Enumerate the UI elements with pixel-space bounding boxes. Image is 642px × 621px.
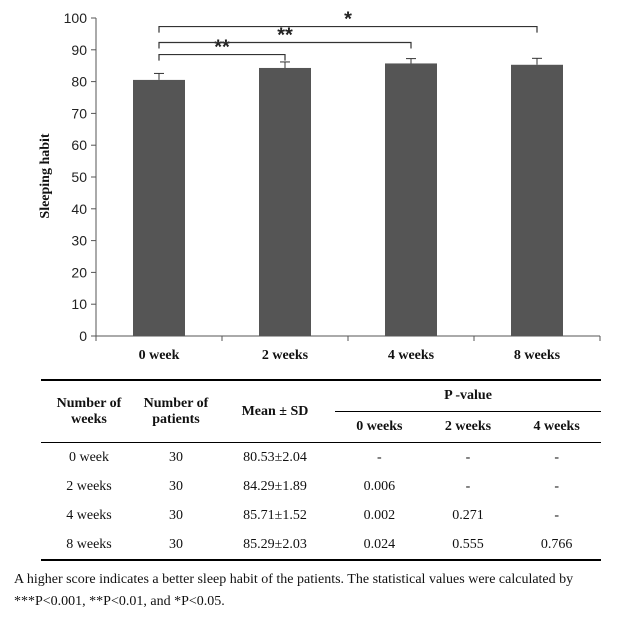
cell-mean: 85.71±1.52 <box>243 507 307 523</box>
cell-weeks: 4 weeks <box>66 507 112 523</box>
header-patients-line2: patients <box>152 411 200 427</box>
bracket-line <box>158 41 412 49</box>
cell-patients: 30 <box>137 530 215 561</box>
cell-mean: 80.53±2.04 <box>243 449 307 465</box>
x-tick-label: 0 week <box>139 348 180 363</box>
cell-p-0: 0.002 <box>363 507 396 523</box>
cell-p-0: - <box>376 449 382 465</box>
cell-mean: 85.29±2.03 <box>215 530 335 561</box>
y-axis: 0 10 20 30 40 50 60 70 80 90 100 <box>64 10 97 344</box>
cell-mean: 84.29±1.89 <box>243 478 307 494</box>
significance-brackets: ***** <box>158 9 538 61</box>
error-bar <box>280 61 290 68</box>
table-body: 0 week 30 80.53±2.04 - - - 2 weeks 30 84… <box>41 442 601 561</box>
bars <box>133 63 563 337</box>
bar <box>511 64 563 336</box>
cell-patients: 30 <box>169 449 183 465</box>
error-bar <box>532 57 542 65</box>
table-row: 8 weeks 30 85.29±2.03 0.024 0.555 0.766 <box>41 530 601 561</box>
x-tick-label: 8 weeks <box>514 348 561 363</box>
cell-p-0: 0.024 <box>335 530 424 561</box>
cell-p-4: - <box>554 507 559 523</box>
cell-p-2: 0.271 <box>452 507 484 523</box>
error-bar <box>406 58 416 64</box>
statistics-table: Number of weeks Number of patients Mean … <box>41 379 601 561</box>
bracket-line <box>158 25 538 33</box>
bar <box>259 67 311 337</box>
y-tick-label: 100 <box>64 10 88 26</box>
cell-weeks: 2 weeks <box>66 478 112 494</box>
table-row: 0 week 30 80.53±2.04 - - - <box>41 443 601 473</box>
significance-label: ** <box>277 24 293 46</box>
header-p-4-weeks: 4 weeks <box>533 419 580 434</box>
y-tick-label: 50 <box>71 169 87 185</box>
header-p-0-weeks: 0 weeks <box>356 419 403 434</box>
y-tick-label: 10 <box>71 296 87 312</box>
table-row: 2 weeks 30 84.29±1.89 0.006 - - <box>41 472 601 501</box>
y-tick-label: 90 <box>71 42 87 58</box>
bar <box>385 63 437 336</box>
cell-p-4: - <box>554 478 559 494</box>
x-tick-label: 4 weeks <box>388 348 435 363</box>
header-weeks-line1: Number of <box>56 395 122 411</box>
cell-weeks: 0 week <box>68 449 110 465</box>
y-axis-label: Sleeping habit <box>38 133 53 219</box>
cell-patients: 30 <box>169 507 183 523</box>
cell-weeks: 8 weeks <box>41 530 137 561</box>
header-patients-line1: Number of <box>143 395 209 411</box>
y-tick-label: 30 <box>71 233 87 249</box>
significance-label: * <box>344 9 352 31</box>
header-p-value: P -value <box>335 380 601 412</box>
y-tick-label: 40 <box>71 201 87 217</box>
table-row: 4 weeks 30 85.71±1.52 0.002 0.271 - <box>41 501 601 530</box>
y-tick-label: 20 <box>71 264 87 280</box>
header-number-of-weeks: Number of weeks <box>41 380 137 443</box>
cell-p-4: - <box>554 449 559 465</box>
bar <box>133 79 185 336</box>
x-tick-label: 2 weeks <box>262 348 309 363</box>
cell-p-2: - <box>465 449 471 465</box>
significance-label: ** <box>214 37 230 59</box>
y-tick-label: 0 <box>79 328 87 344</box>
cell-p-2: 0.555 <box>423 530 513 561</box>
header-p-2-weeks: 2 weeks <box>444 419 492 434</box>
error-bars <box>154 57 542 80</box>
header-number-of-patients: Number of patients <box>137 380 215 443</box>
table-header: Number of weeks Number of patients Mean … <box>41 380 601 443</box>
y-tick-label: 80 <box>71 74 87 90</box>
x-axis: 0 week 2 weeks 4 weeks 8 weeks <box>95 335 601 363</box>
y-tick-label: 60 <box>71 137 87 153</box>
significance-bracket: ** <box>158 24 412 49</box>
error-bar <box>154 72 164 80</box>
header-mean-sd: Mean ± SD <box>241 403 309 419</box>
significance-bracket: ** <box>158 37 286 61</box>
bar-chart: 0 10 20 30 40 50 60 70 80 90 100 0 week 2 weeks 4 we… <box>38 9 601 363</box>
header-weeks-line2: weeks <box>71 411 107 427</box>
cell-p-4: 0.766 <box>512 530 601 561</box>
cell-p-2: - <box>465 478 471 494</box>
significance-bracket: * <box>158 9 538 33</box>
y-tick-label: 70 <box>71 105 87 121</box>
footnote: A higher score indicates a better sleep … <box>14 572 574 609</box>
bracket-line <box>158 53 286 61</box>
cell-patients: 30 <box>169 478 183 494</box>
cell-p-0: 0.006 <box>363 478 396 494</box>
